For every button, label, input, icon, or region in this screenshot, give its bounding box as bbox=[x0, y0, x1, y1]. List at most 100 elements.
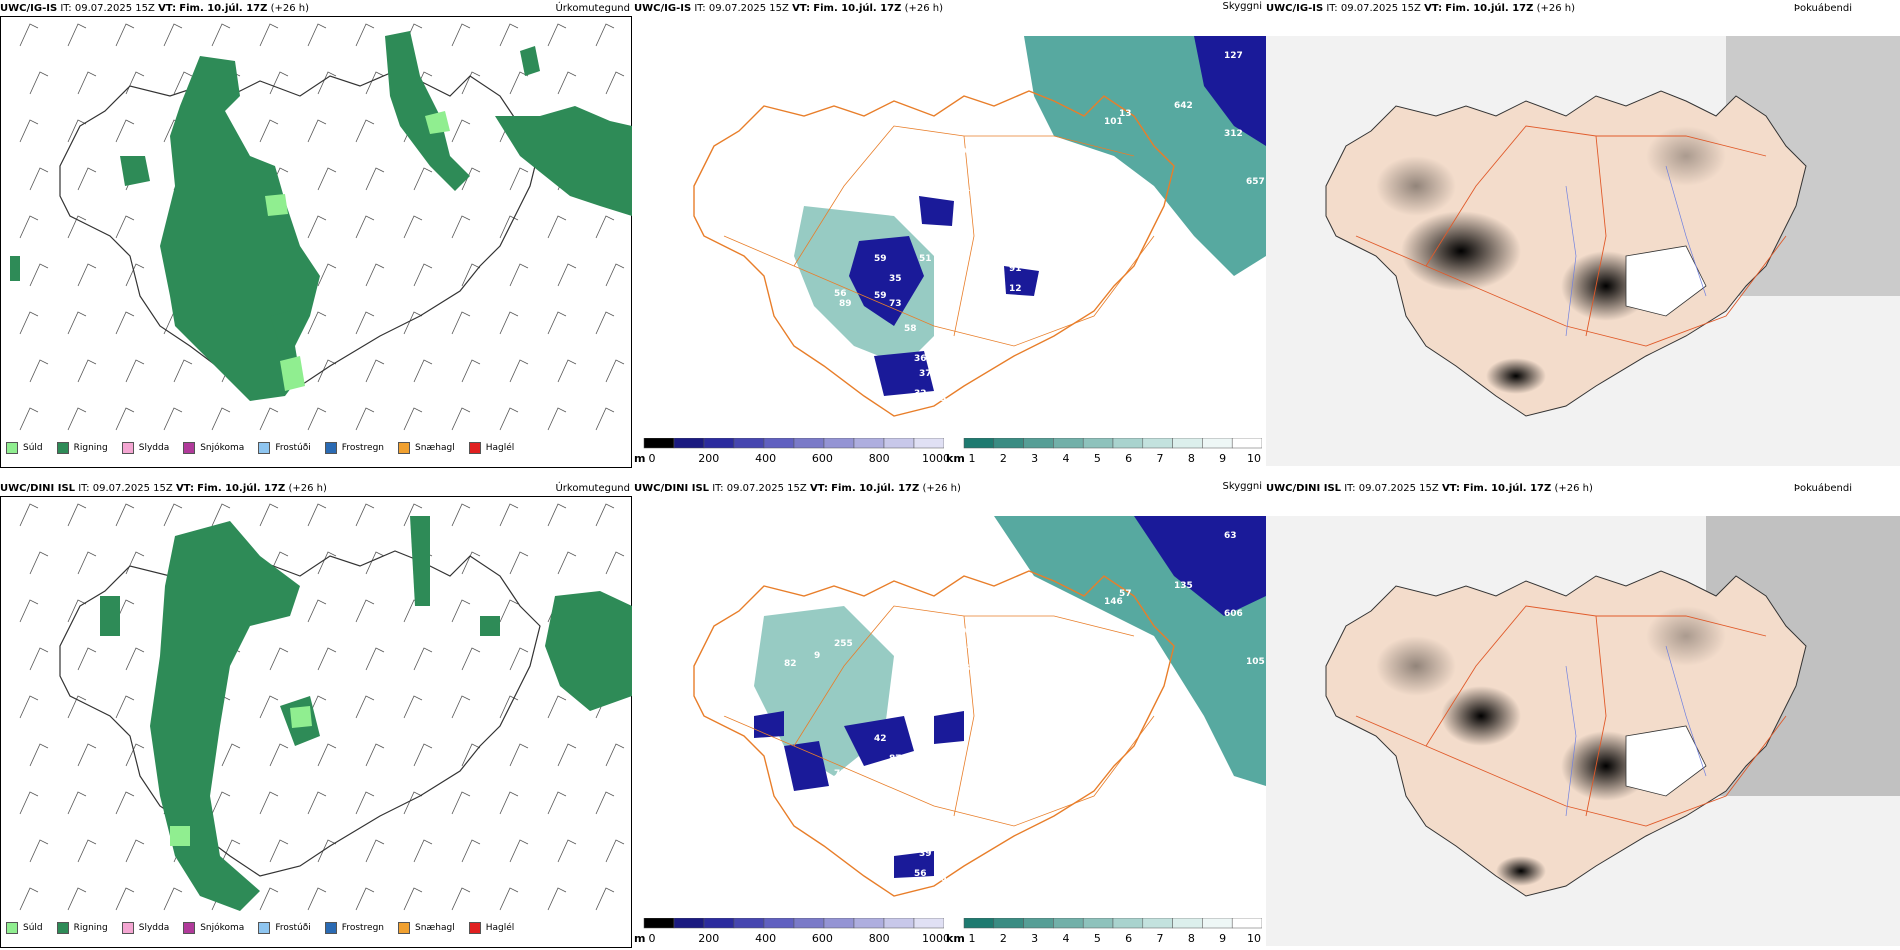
wind-barb bbox=[29, 551, 49, 575]
wind-barb bbox=[211, 407, 231, 431]
cloud-value: 12 bbox=[1009, 284, 1022, 294]
cloud-value: 606 bbox=[1224, 609, 1243, 619]
colorbar-segment bbox=[1142, 918, 1173, 929]
wind-barb bbox=[499, 215, 519, 239]
legend-label: Frostregn bbox=[341, 443, 385, 453]
colorbar-segment bbox=[1023, 438, 1054, 449]
wind-barb bbox=[355, 23, 375, 47]
vt-label: VT: bbox=[792, 3, 811, 14]
model-name: UWC/DINI ISL bbox=[0, 483, 76, 494]
cloud-value: 32 bbox=[914, 389, 927, 399]
colorbar-segment bbox=[913, 438, 944, 449]
cloud-value: 63 bbox=[1224, 531, 1237, 541]
colorbar-tick: 1000 bbox=[922, 932, 950, 945]
colorbar-tick: 8 bbox=[1187, 932, 1195, 945]
wind-barb bbox=[307, 887, 327, 911]
wind-barb bbox=[365, 263, 385, 287]
legend-label: Frostúði bbox=[275, 923, 311, 933]
legend-item: Rigning bbox=[56, 442, 108, 454]
colorbar-segment bbox=[763, 918, 795, 929]
wind-barb bbox=[259, 887, 279, 911]
legend-label: Snæhagl bbox=[415, 443, 455, 453]
cloud-value: 33 bbox=[934, 394, 947, 404]
wind-barb bbox=[547, 215, 567, 239]
legend-label: Haglél bbox=[485, 443, 515, 453]
cloud-value: 44 bbox=[874, 771, 887, 781]
wind-barb bbox=[451, 599, 471, 623]
vt-value: Fim. 10.júl. 17Z bbox=[1463, 483, 1552, 494]
cloud-value: 56 bbox=[914, 869, 927, 879]
model-name: UWC/IG-IS bbox=[0, 3, 58, 14]
colorbar-segment bbox=[1231, 918, 1262, 929]
wind-barb bbox=[67, 887, 87, 911]
wind-barb bbox=[67, 695, 87, 719]
wind-barb bbox=[19, 407, 39, 431]
cloud-value: 56 bbox=[834, 289, 847, 299]
wind-barb bbox=[595, 23, 615, 47]
cloud-value: 87 bbox=[889, 754, 902, 764]
cloud-value: 35 bbox=[889, 274, 902, 284]
wind-barb bbox=[19, 599, 39, 623]
colorbar-tick: 3 bbox=[1031, 452, 1039, 465]
cloud-value: 55 bbox=[904, 699, 917, 709]
colorbar-tick: 0 bbox=[648, 932, 656, 945]
legend-swatch bbox=[56, 922, 69, 934]
visibility-unit: km bbox=[946, 932, 965, 945]
legend-item: Snjókoma bbox=[183, 922, 244, 934]
cloud-value: 39 bbox=[919, 849, 932, 859]
fog-panel-top: UWC/IG-IS IT: 09.07.2025 15Z VT: Fim. 10… bbox=[1266, 0, 1900, 470]
wind-barb bbox=[509, 839, 529, 863]
wind-barb bbox=[451, 791, 471, 815]
wind-barb bbox=[413, 839, 433, 863]
legend-label: Rigning bbox=[73, 923, 108, 933]
wind-barb bbox=[547, 311, 567, 335]
wind-barb bbox=[547, 791, 567, 815]
colorbar-tick: 1000 bbox=[922, 452, 950, 465]
road-network bbox=[1355, 125, 1787, 347]
wind-barb bbox=[115, 311, 135, 335]
wind-barb bbox=[19, 119, 39, 143]
legend-item: Frostúði bbox=[258, 922, 311, 934]
wind-barb bbox=[499, 311, 519, 335]
panel-title: Úrkomutegund bbox=[555, 483, 630, 494]
vt-label: VT: bbox=[1441, 483, 1460, 494]
colorbar-segment bbox=[733, 438, 765, 449]
colorbar-segment bbox=[883, 918, 915, 929]
cloud-value: 127 bbox=[1224, 51, 1243, 61]
wind-barb bbox=[403, 887, 423, 911]
precip-map bbox=[0, 16, 632, 468]
cloud-value: 50 bbox=[854, 604, 867, 614]
wind-barb bbox=[595, 791, 615, 815]
precip-legend: Súld Rigning Slydda Snjókoma Frostúði Frostre… bbox=[6, 442, 528, 454]
wind-barb bbox=[221, 743, 241, 767]
panel-title: Úrkomutegund bbox=[555, 3, 630, 14]
legend-swatch bbox=[6, 922, 18, 934]
colorbar-tick: 1 bbox=[968, 932, 976, 945]
wind-barb bbox=[413, 359, 433, 383]
colorbar-segment bbox=[1231, 438, 1262, 449]
vt-label: VT: bbox=[158, 3, 177, 14]
wind-barb bbox=[67, 503, 87, 527]
wind-barb bbox=[115, 119, 135, 143]
wind-barb bbox=[317, 743, 337, 767]
cloud-panel-bottom: UWC/DINI ISL IT: 09.07.2025 15Z VT: Fim.… bbox=[634, 480, 1266, 950]
colorbar-segment bbox=[1112, 438, 1144, 449]
cloud-value: 51 bbox=[919, 254, 932, 264]
cloud-value: 36 bbox=[914, 354, 927, 364]
legend-swatch bbox=[398, 922, 411, 934]
colorbar-tick: 7 bbox=[1156, 452, 1164, 465]
wind-barb bbox=[173, 71, 193, 95]
wind-barb bbox=[19, 791, 39, 815]
wind-barb bbox=[557, 839, 577, 863]
colorbar-tick: 800 bbox=[868, 932, 890, 945]
panel-header: UWC/DINI ISL IT: 09.07.2025 15Z VT: Fim.… bbox=[0, 480, 634, 498]
panel-header: UWC/DINI ISL IT: 09.07.2025 15Z VT: Fim.… bbox=[1266, 480, 1900, 498]
rivers bbox=[1565, 165, 1707, 337]
cloud-value: 642 bbox=[1174, 101, 1193, 111]
cloud-value: 133 bbox=[954, 641, 973, 651]
glacier-white bbox=[1625, 725, 1707, 797]
lead-time: (+26 h) bbox=[1554, 483, 1593, 494]
wind-barb bbox=[499, 407, 519, 431]
wind-barb bbox=[365, 167, 385, 191]
